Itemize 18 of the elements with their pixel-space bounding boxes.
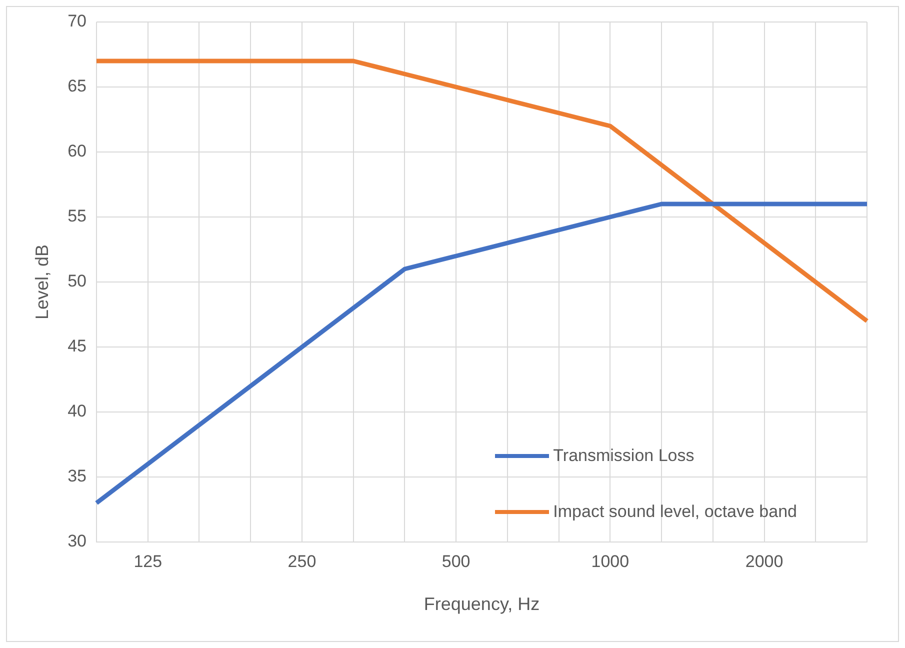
y-tick-label: 30 — [68, 532, 87, 551]
y-tick-label: 50 — [68, 272, 87, 291]
y-tick-label: 45 — [68, 336, 87, 356]
legend-label: Impact sound level, octave band — [553, 502, 797, 522]
y-tick-label: 40 — [68, 402, 87, 421]
x-tick-label: 2000 — [745, 552, 784, 571]
y-tick-label: 60 — [68, 142, 87, 161]
y-tick-label: 35 — [68, 466, 87, 486]
x-tick-label: 250 — [288, 552, 316, 571]
legend-label: Transmission Loss — [553, 446, 694, 466]
y-tick-label: 65 — [68, 76, 87, 96]
x-tick-label: 500 — [442, 552, 470, 571]
y-tick-label: 55 — [68, 206, 87, 226]
x-tick-label: 125 — [134, 552, 162, 571]
x-tick-label: 1000 — [591, 552, 630, 571]
x-axis-title: Frequency, Hz — [424, 594, 540, 614]
y-axis-title: Level, dB — [32, 244, 52, 320]
y-tick-label: 70 — [68, 12, 87, 31]
